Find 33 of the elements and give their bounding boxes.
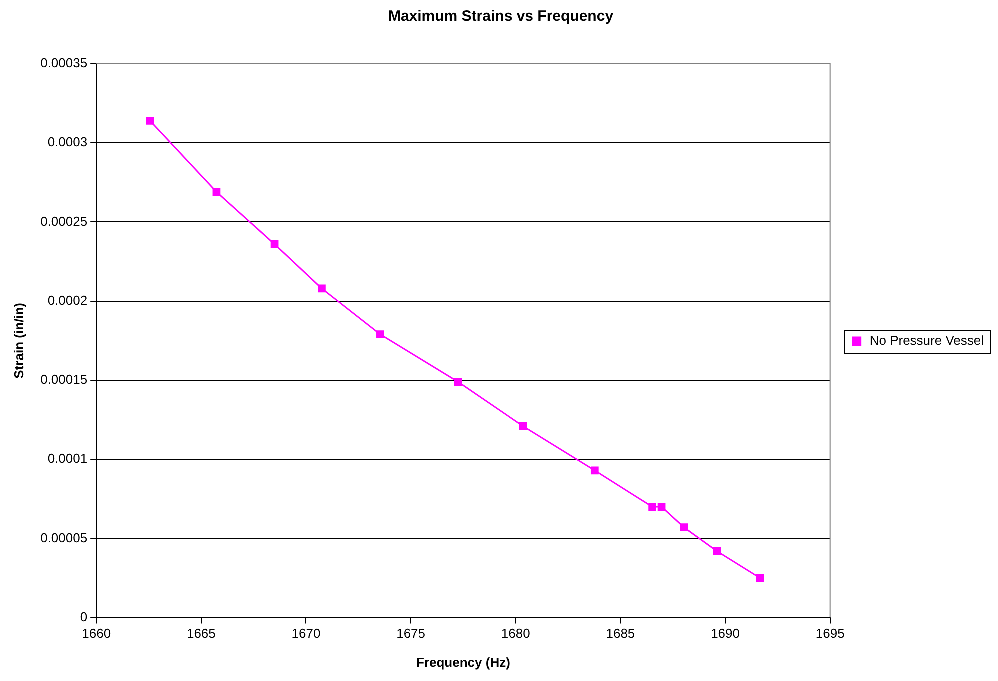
y-tick-label: 0.0001 (48, 451, 88, 466)
chart-title: Maximum Strains vs Frequency (388, 8, 614, 26)
point (590, 466, 599, 475)
x-tick-label: 1695 (816, 626, 845, 642)
x-axis-title: Frequency (Hz) (416, 654, 510, 670)
x-tick-label: 1690 (711, 626, 740, 642)
point (519, 422, 528, 430)
y-tick-label: 0 (80, 609, 88, 624)
point (212, 188, 221, 196)
y-tick-label: 0.00005 (40, 530, 88, 546)
legend-label: No Pressure Vessel (870, 333, 984, 348)
point (713, 547, 722, 556)
point (146, 117, 154, 125)
y-axis-title: Strain (in/in) (11, 302, 26, 379)
x-tick-label: 1670 (292, 626, 321, 642)
y-tick-label: 0.0002 (48, 292, 88, 308)
point (756, 574, 764, 582)
x-tick-label: 1680 (501, 626, 530, 642)
x-tick-label: 1675 (396, 626, 426, 642)
x-tick-label: 1685 (606, 626, 636, 642)
point (648, 503, 656, 511)
y-tick-label: 0.0003 (48, 134, 88, 150)
point (270, 240, 279, 248)
x-tick-label: 1665 (186, 626, 216, 642)
y-tick-label: 0.00025 (40, 214, 88, 229)
x-tick-label: 1660 (82, 626, 112, 642)
point (318, 284, 326, 293)
point (680, 524, 688, 532)
y-tick-label: 0.00015 (40, 372, 88, 388)
point (376, 330, 384, 339)
point (658, 503, 666, 511)
point (454, 378, 462, 386)
y-tick-label: 0.00035 (40, 56, 88, 71)
